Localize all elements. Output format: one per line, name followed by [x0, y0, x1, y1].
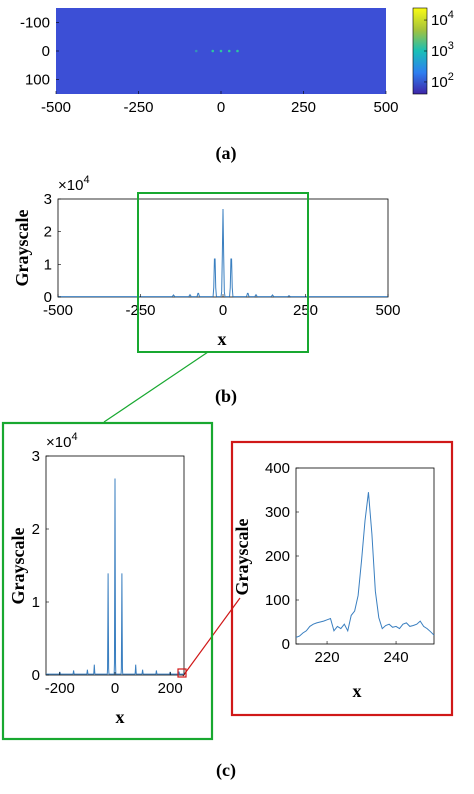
plot-c-left-ylabel: Grayscale — [8, 528, 28, 605]
series-line — [295, 492, 435, 638]
panel-b: -500 -250 0 250 500 0 1 2 3 ×104 Grayscale x (b… — [12, 174, 401, 407]
plot-b-series — [58, 209, 388, 298]
heatmap-spot — [236, 49, 239, 53]
plot-c-left-y-ticks: 0 1 2 3 — [32, 448, 49, 684]
colorbar-tick-label: 104 — [431, 9, 454, 29]
plot-c-right-y-ticks: 0 100 200 300 400 — [265, 460, 299, 653]
heatmap-spot — [194, 49, 198, 53]
heatmap-spot — [219, 49, 223, 53]
x-tick-label: 250 — [293, 302, 318, 319]
plot-c-left-series — [46, 478, 184, 675]
heatmap-spot — [227, 49, 231, 53]
y-tick-label: 1 — [44, 256, 52, 273]
y-tick-label: 0 — [44, 289, 52, 306]
x-tick-label: -200 — [45, 680, 75, 697]
panel-c-right: 220 240 0 100 200 300 400 Grayscale x — [230, 440, 454, 717]
heatmap-x-tick-label: 0 — [217, 99, 225, 116]
x-tick-label: 500 — [375, 302, 400, 319]
y-tick-label: 1 — [32, 594, 40, 611]
x-tick-label: -250 — [125, 302, 155, 319]
panel-c-left: -200 0 200 0 1 2 3 ×104 Grayscale x — [1, 421, 214, 741]
heatmap-spots — [194, 49, 239, 53]
x-tick-label: -500 — [43, 302, 73, 319]
x-tick-label: 200 — [158, 680, 183, 697]
y-tick-label: 200 — [265, 548, 290, 565]
heatmap-x-tick-label: 250 — [291, 99, 316, 116]
panel-a: -500 -250 0 250 500 -100 0 100 104 103 102 (a) — [20, 7, 454, 164]
heatmap-y-tick-label: 100 — [25, 72, 50, 89]
plot-b-xlabel: x — [218, 329, 227, 349]
plot-c-right-series — [295, 492, 435, 638]
y-tick-label: 400 — [265, 460, 290, 477]
c-right-box — [230, 440, 454, 717]
y-tick-label: 100 — [265, 592, 290, 609]
plot-b-x-ticks: -500 -250 0 250 500 — [43, 294, 401, 319]
heatmap-spot — [211, 49, 215, 53]
x-tick-label: 240 — [384, 649, 409, 666]
x-tick-label: 0 — [219, 302, 227, 319]
plot-c-left-xlabel: x — [116, 707, 125, 727]
plot-c-right-ylabel: Grayscale — [232, 519, 252, 596]
colorbar-tick-label: 103 — [431, 40, 454, 60]
y-tick-label: 0 — [32, 667, 40, 684]
y-tick-label: 2 — [44, 224, 52, 241]
caption-a: (a) — [216, 143, 237, 164]
plot-b-ylabel: Grayscale — [12, 210, 32, 287]
plot-b-y-ticks: 0 1 2 3 — [44, 191, 61, 306]
y-tick-label: 3 — [32, 448, 40, 465]
y-tick-label: 3 — [44, 191, 52, 208]
plot-c-left-multiplier: ×104 — [46, 431, 78, 451]
heatmap-x-ticks: -500 -250 0 250 500 — [41, 91, 399, 116]
heatmap-x-tick-label: -500 — [41, 99, 71, 116]
caption-c: (c) — [216, 760, 236, 781]
series-line — [58, 209, 388, 298]
heatmap-y-tick-label: 0 — [42, 43, 50, 60]
zoom-box-green — [137, 192, 309, 353]
green-connector — [103, 351, 209, 423]
y-tick-label: 300 — [265, 504, 290, 521]
caption-b: (b) — [215, 386, 237, 407]
plot-b-multiplier: ×104 — [58, 174, 90, 194]
heatmap-x-tick-label: 500 — [373, 99, 398, 116]
zoom-box-red — [177, 668, 187, 678]
heatmap-y-ticks: -100 0 100 — [20, 14, 59, 89]
x-tick-label: 0 — [111, 680, 119, 697]
plot-c-right-frame — [295, 467, 435, 645]
heatmap-x-tick-label: -250 — [123, 99, 153, 116]
plot-c-left-x-ticks: -200 0 200 — [45, 672, 183, 697]
colorbar-ticks: 104 103 102 — [424, 9, 454, 91]
heatmap-y-tick-label: -100 — [20, 14, 50, 31]
x-tick-label: 220 — [315, 649, 340, 666]
c-left-box — [1, 421, 214, 741]
y-tick-label: 2 — [32, 521, 40, 538]
colorbar-tick-label: 102 — [431, 71, 454, 91]
plot-c-right-xlabel: x — [353, 681, 362, 701]
y-tick-label: 0 — [282, 636, 290, 653]
plot-c-right-x-ticks: 220 240 — [315, 641, 409, 666]
series-line — [46, 478, 184, 675]
